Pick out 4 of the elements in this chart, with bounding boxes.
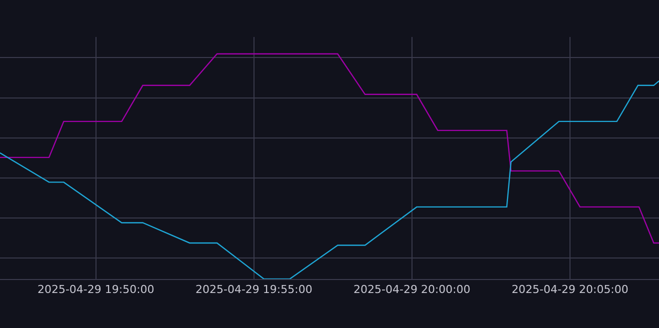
x-tick-label: 2025-04-29 20:00:00 xyxy=(354,283,470,296)
x-tick-label: 2025-04-29 20:05:00 xyxy=(512,283,628,296)
x-tick-label: 2025-04-29 19:55:00 xyxy=(195,283,312,296)
x-tick-label: 2025-04-29 19:50:00 xyxy=(37,283,154,296)
